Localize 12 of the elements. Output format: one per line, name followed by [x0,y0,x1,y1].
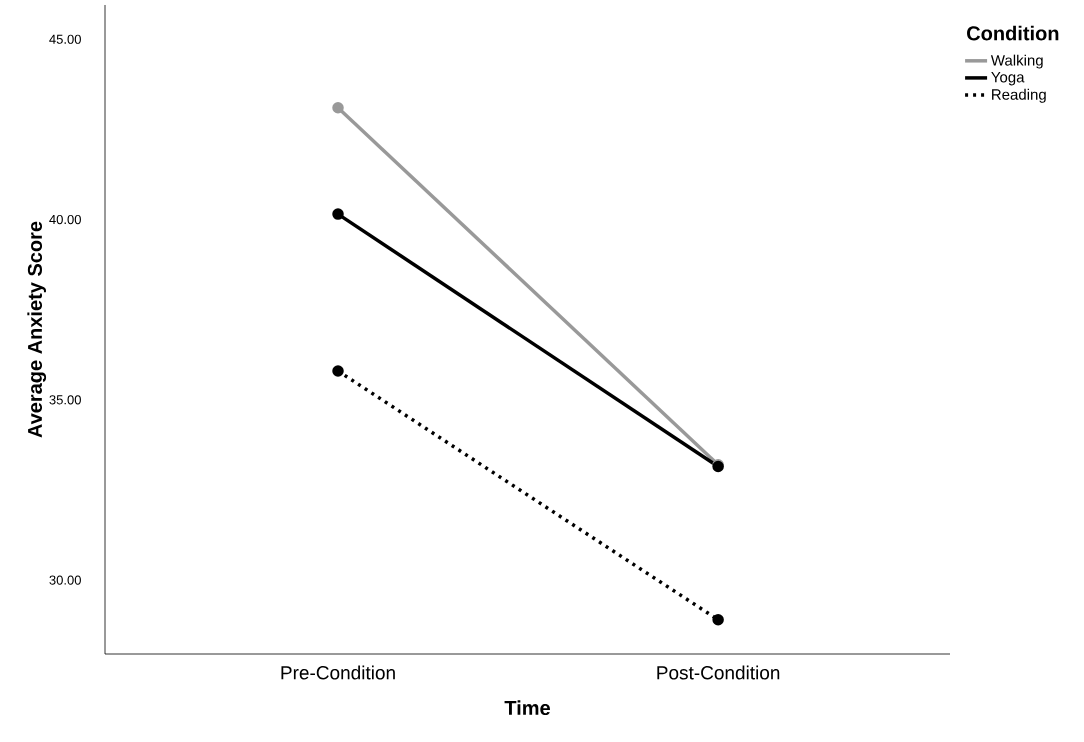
x-tick-label: Pre-Condition [281,665,395,680]
legend-label: Yoga [991,72,1025,86]
y-tick-label: 30.00 [49,575,81,585]
legend-title: Condition [967,25,1059,41]
y-tick-label: 35.00 [49,395,81,405]
y-tick-label: 40.00 [49,214,81,225]
y-tick-label: 45.00 [49,34,81,44]
legend-label: Walking [990,54,1043,69]
x-axis-title: Time [504,700,550,716]
y-axis-title: Average Anxiety Score [27,221,47,438]
legend-label: Reading [992,88,1046,103]
x-tick-label: Post-Condition [657,665,780,680]
